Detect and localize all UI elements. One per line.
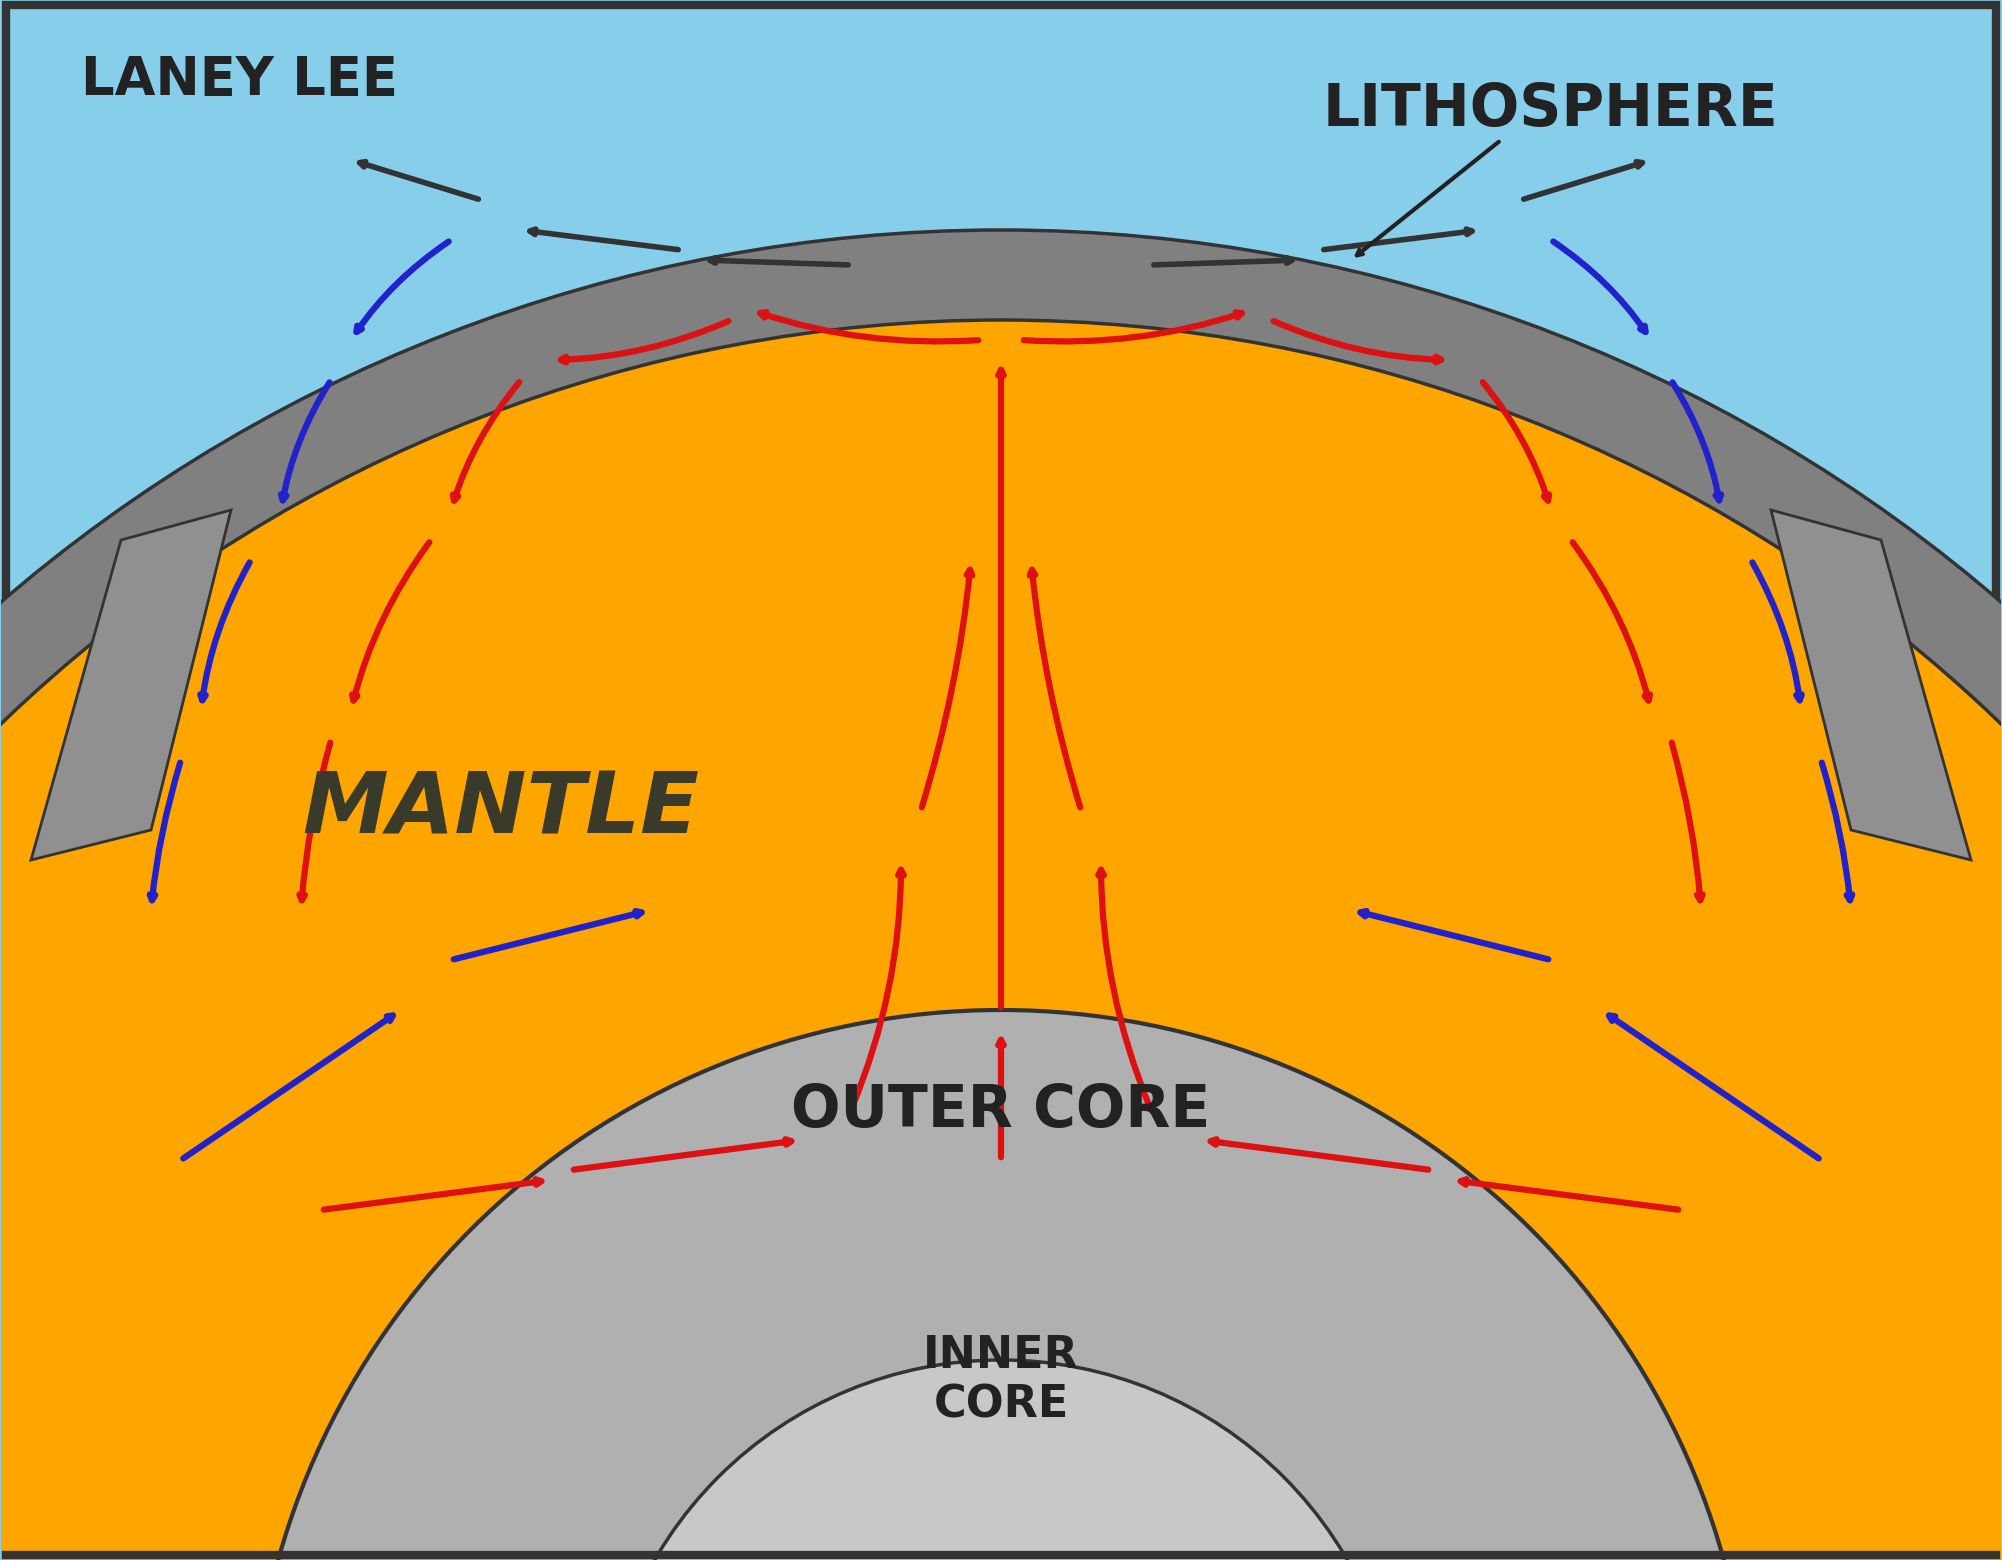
Polygon shape [1772,510,1972,860]
Wedge shape [0,229,2002,1560]
Wedge shape [601,1360,1401,1560]
FancyBboxPatch shape [6,5,1996,1555]
Text: LITHOSPHERE: LITHOSPHERE [1323,81,1780,139]
Wedge shape [0,310,2002,1560]
Wedge shape [250,1009,1752,1560]
Polygon shape [30,510,230,860]
Text: INNER
CORE: INNER CORE [923,1334,1079,1426]
Text: MANTLE: MANTLE [302,769,699,852]
Text: OUTER CORE: OUTER CORE [791,1081,1211,1139]
Text: LANEY LEE: LANEY LEE [80,55,398,106]
